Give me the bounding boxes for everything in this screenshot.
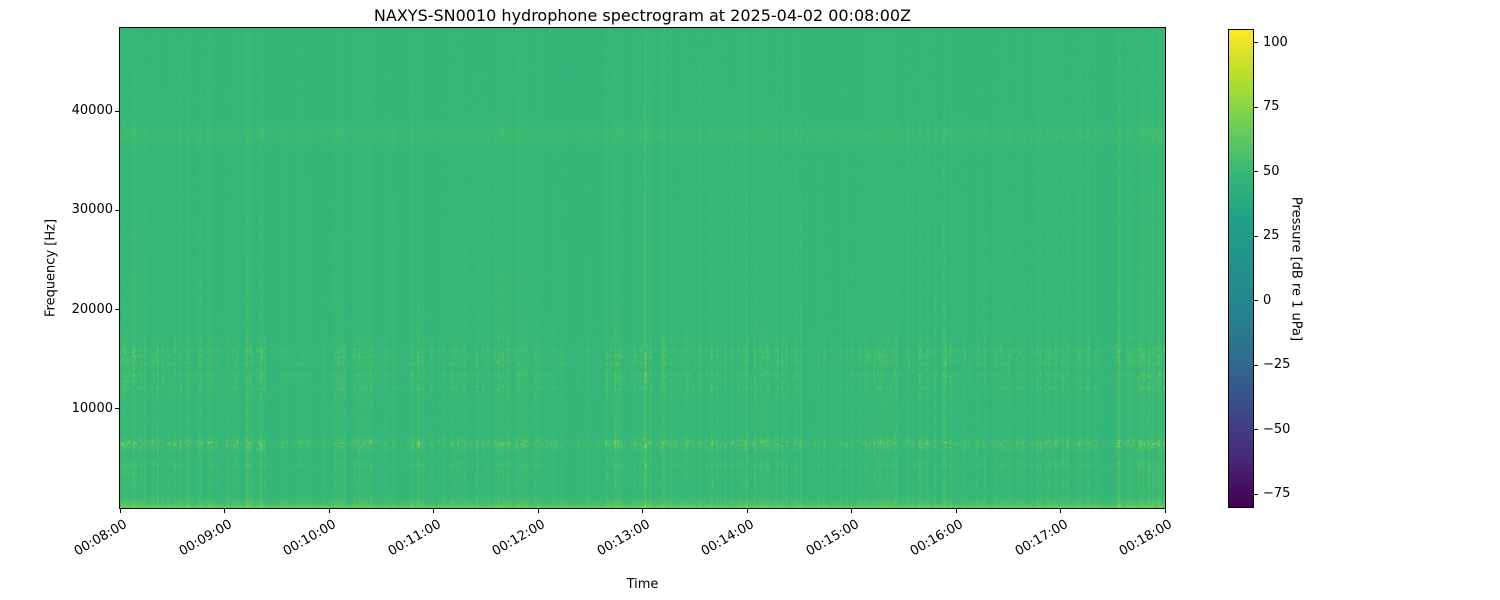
x-tick-label: 00:16:00	[907, 517, 966, 560]
colorbar-label: Pressure [dB re 1 uPa]	[1288, 196, 1304, 342]
x-axis-label: Time	[626, 577, 659, 592]
spectrogram-heatmap-image	[120, 28, 1165, 508]
chart-title: NAXYS-SN0010 hydrophone spectrogram at 2…	[373, 6, 912, 25]
y-tick-mark	[115, 408, 119, 410]
x-tick-mark	[119, 509, 121, 513]
colorbar-tick-mark	[1254, 42, 1258, 44]
x-tick-mark	[224, 509, 225, 513]
y-tick-label: 20000	[71, 301, 113, 317]
y-tick-label: 30000	[71, 202, 113, 218]
colorbar-tick-label: −25	[1263, 357, 1291, 373]
colorbar-tick-mark	[1254, 235, 1258, 237]
y-tick-label: 40000	[71, 103, 113, 119]
colorbar-tick-label: 75	[1263, 99, 1280, 115]
colorbar-tick-mark	[1254, 493, 1258, 495]
x-tick-mark	[642, 509, 643, 513]
x-tick-label: 00:08:00	[71, 517, 130, 560]
x-tick-label: 00:12:00	[489, 517, 548, 560]
x-tick-label: 00:09:00	[176, 517, 235, 560]
colorbar-tick-mark	[1254, 106, 1258, 108]
x-tick-label: 00:11:00	[385, 517, 444, 560]
colorbar-tick-mark	[1254, 171, 1258, 173]
x-tick-label: 00:18:00	[1116, 517, 1175, 560]
colorbar-tick-mark	[1254, 364, 1258, 366]
colorbar	[1228, 29, 1254, 508]
x-tick-mark	[433, 509, 434, 513]
x-tick-mark	[328, 509, 330, 513]
y-tick-mark	[115, 309, 119, 311]
y-tick-label: 10000	[71, 400, 113, 416]
colorbar-tick-label: 100	[1263, 34, 1288, 50]
colorbar-tick-label: 0	[1263, 292, 1272, 308]
y-tick-mark	[115, 209, 119, 211]
colorbar-tick-label: −75	[1263, 486, 1291, 502]
x-tick-mark	[746, 509, 748, 513]
x-tick-label: 00:14:00	[698, 517, 757, 560]
colorbar-tick-label: −50	[1263, 421, 1291, 437]
plot-area	[119, 27, 1166, 509]
colorbar-tick-label: 25	[1263, 228, 1280, 244]
colorbar-tick-mark	[1254, 300, 1258, 302]
colorbar-tick-label: 50	[1263, 163, 1280, 179]
x-tick-label: 00:10:00	[280, 517, 339, 560]
x-tick-mark	[1164, 509, 1166, 513]
x-tick-mark	[851, 509, 852, 513]
colorbar-gradient	[1229, 30, 1253, 507]
x-tick-mark	[537, 509, 539, 513]
x-tick-label: 00:15:00	[803, 517, 862, 560]
x-tick-mark	[1060, 509, 1061, 513]
x-tick-label: 00:13:00	[594, 517, 653, 560]
x-tick-label: 00:17:00	[1012, 517, 1071, 560]
x-tick-mark	[955, 509, 957, 513]
y-tick-mark	[115, 110, 119, 112]
colorbar-tick-mark	[1254, 429, 1258, 431]
